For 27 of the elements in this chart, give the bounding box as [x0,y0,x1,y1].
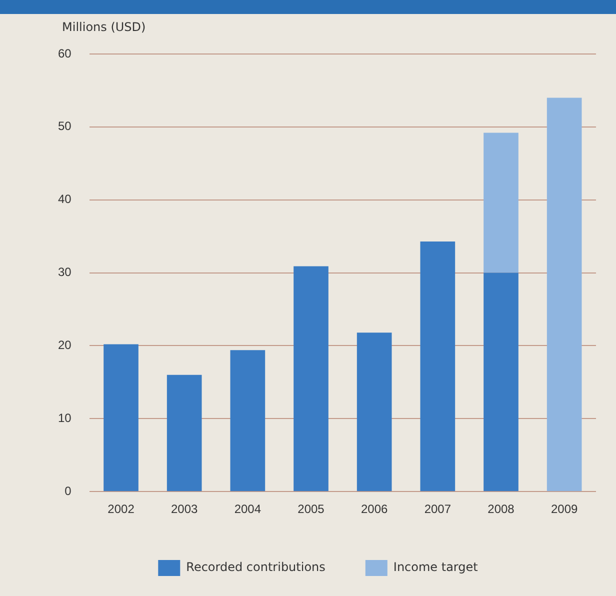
bar [230,350,266,492]
bar [484,272,518,492]
bar [546,98,582,492]
x-tick-label: 2002 [108,502,135,516]
bar [104,344,138,492]
bar [294,266,328,492]
bar [484,132,518,273]
x-tick-label: 2009 [550,502,578,516]
bar [166,374,202,492]
y-tick-label: 60 [58,46,72,60]
y-tick-label: 30 [58,265,72,280]
y-tick-label: 40 [58,192,72,206]
x-tick-label: 2008 [488,502,515,516]
x-tick-label: 2007 [424,502,452,516]
legend-label: Income target [393,560,478,574]
y-tick-label: 50 [58,119,72,134]
y-axis-title: Millions (USD) [62,20,146,34]
y-tick-label: 10 [58,410,72,425]
x-tick-label: 2003 [170,502,198,516]
x-tick-label: 2004 [234,502,262,516]
bar [420,241,456,492]
legend-label: Recorded contributions [186,560,326,574]
x-tick-label: 2005 [298,502,325,516]
y-tick-label: 20 [58,338,72,352]
x-tick-label: 2006 [360,502,388,516]
y-tick-label: 0 [64,484,72,498]
bar [356,332,392,492]
